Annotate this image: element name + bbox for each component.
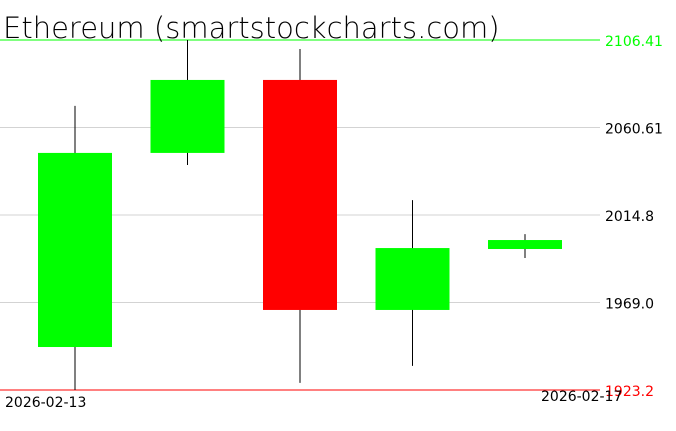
x-label-start: 2026-02-13 (5, 395, 86, 411)
y-tick-label: 2014.8 (605, 209, 654, 225)
y-axis-labels: 2106.41 2060.61 2014.8 1969.0 1923.2 (605, 34, 663, 400)
candle (150, 40, 225, 165)
candle (263, 48, 337, 383)
candle-body (150, 79, 225, 153)
candle (488, 234, 562, 258)
chart-title: Ethereum (smartstockcharts.com) (3, 11, 500, 45)
y-tick-label: 1923.2 (605, 384, 654, 400)
candle (38, 105, 112, 390)
candle-body (488, 240, 562, 250)
candle-body (263, 79, 337, 310)
candles (38, 40, 562, 390)
candle (375, 200, 450, 366)
x-label-end: 2026-02-17 (541, 389, 622, 405)
y-tick-label: 2106.41 (605, 34, 663, 50)
y-tick-label: 1969.0 (605, 297, 654, 313)
candle-body (375, 248, 450, 310)
candle-body (38, 152, 112, 348)
y-tick-label: 2060.61 (605, 121, 663, 137)
